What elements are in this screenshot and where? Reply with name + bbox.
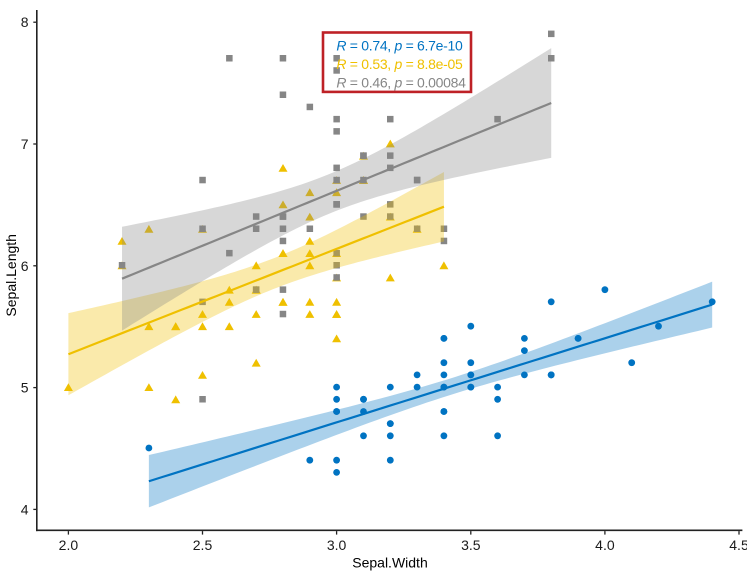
svg-text:Sepal.Width: Sepal.Width — [352, 555, 427, 571]
svg-text:2.0: 2.0 — [59, 537, 79, 553]
svg-text:2.5: 2.5 — [193, 537, 213, 553]
svg-text:6: 6 — [21, 258, 29, 274]
svg-text:4.5: 4.5 — [729, 537, 747, 553]
svg-text:4.0: 4.0 — [595, 537, 615, 553]
svg-text:5: 5 — [21, 380, 29, 396]
svg-text:3.0: 3.0 — [327, 537, 347, 553]
svg-text:4: 4 — [21, 501, 29, 517]
svg-text:Sepal.Length: Sepal.Length — [3, 234, 19, 317]
svg-text:8: 8 — [21, 14, 29, 30]
svg-text:7: 7 — [21, 136, 29, 152]
svg-text:3.5: 3.5 — [461, 537, 481, 553]
svg-text:R = 0.74, p = 6.7e-10: R = 0.74, p = 6.7e-10 — [336, 38, 463, 54]
svg-text:R = 0.53, p = 8.8e-05: R = 0.53, p = 8.8e-05 — [336, 56, 463, 72]
svg-text:R = 0.46, p = 0.00084: R = 0.46, p = 0.00084 — [336, 75, 466, 91]
